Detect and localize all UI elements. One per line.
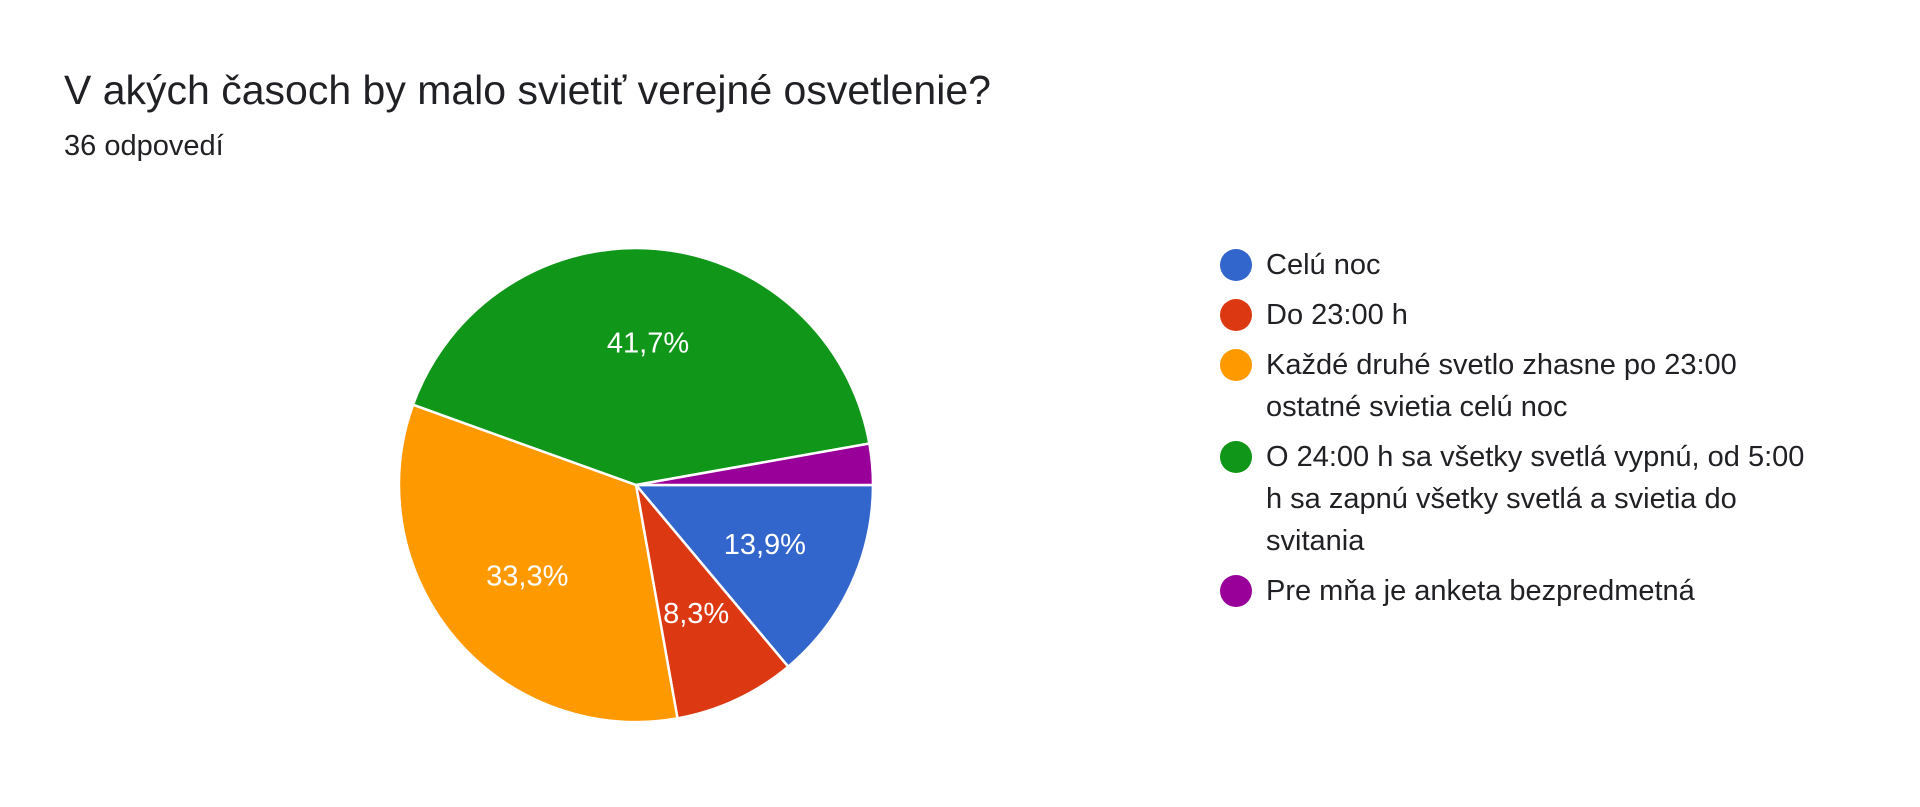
pie-slice-kazde-druhe-svetlo-zhasne-po-2[interactable]: [397, 403, 679, 724]
pie-slice-label: 33,3%: [486, 561, 568, 593]
chart-title: V akých časoch by malo svietiť verejné o…: [64, 67, 991, 113]
legend-item-bezpredmetna[interactable]: Pre mňa je anketa bezpredmetná: [1220, 570, 1860, 612]
pie-slice-celu-noc[interactable]: [633, 483, 875, 669]
legend-label: O 24:00 h sa všetky svetlá vypnú, od 5:0…: [1266, 441, 1805, 557]
legend-swatch-icon: [1220, 249, 1252, 281]
legend-item-o-24[interactable]: O 24:00 h sa všetky svetlá vypnú, od 5:0…: [1220, 436, 1860, 562]
pie-slice-label: 41,7%: [607, 327, 689, 359]
pie-slice-do-23-00-h[interactable]: [633, 480, 790, 720]
legend-label: Každé druhé svetlo zhasne po 23:00 ostat…: [1266, 349, 1737, 423]
legend-label: Celú noc: [1266, 249, 1381, 281]
pie-slice-o-24-00-h-sa-vsetky-svetla-vyp[interactable]: [411, 246, 871, 487]
legend-swatch-icon: [1220, 575, 1252, 607]
legend-label: Pre mňa je anketa bezpredmetná: [1266, 575, 1695, 607]
legend-item-kazde-druhe[interactable]: Každé druhé svetlo zhasne po 23:00 ostat…: [1220, 344, 1860, 428]
legend-label: Do 23:00 h: [1266, 299, 1408, 331]
legend-item-celu-noc[interactable]: Celú noc: [1220, 244, 1860, 286]
chart-legend: Celú noc Do 23:00 h Každé druhé svetlo z…: [1220, 244, 1860, 620]
legend-swatch-icon: [1220, 441, 1252, 473]
legend-item-do-23[interactable]: Do 23:00 h: [1220, 294, 1860, 336]
pie-slice-pre-mna-je-anketa-bezpredmetna[interactable]: [635, 442, 875, 487]
legend-swatch-icon: [1220, 299, 1252, 331]
legend-swatch-icon: [1220, 349, 1252, 381]
pie-slice-label: 8,3%: [663, 598, 729, 630]
pie-slice-label: 13,9%: [724, 529, 806, 561]
response-count: 36 odpovedí: [64, 130, 224, 162]
